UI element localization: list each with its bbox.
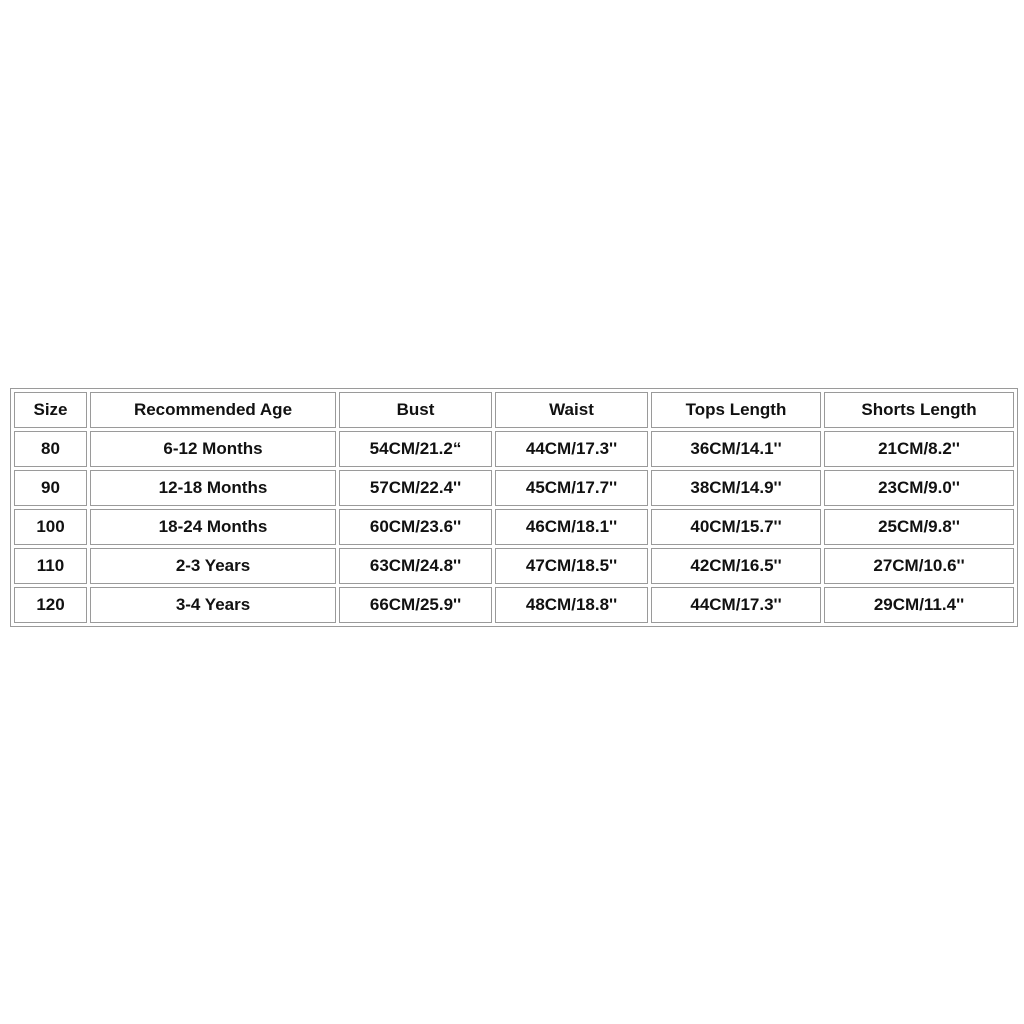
cell: 57CM/22.4'' [339,470,492,506]
cell: 44CM/17.3'' [495,431,648,467]
data-row: 100 18-24 Months 60CM/23.6'' 46CM/18.1'' 40C… [14,509,1014,545]
cell: 100 [14,509,87,545]
data-row: 90 12-18 Months 57CM/22.4'' 45CM/17.7'' 38CM… [14,470,1014,506]
cell: 48CM/18.8'' [495,587,648,623]
cell: 6-12 Months [90,431,336,467]
cell: 23CM/9.0'' [824,470,1014,506]
cell: 12-18 Months [90,470,336,506]
header-cell: Shorts Length [824,392,1014,428]
header-row: Size Recommended Age Bust Waist Tops Length S… [14,392,1014,428]
cell: 42CM/16.5'' [651,548,821,584]
cell: 18-24 Months [90,509,336,545]
cell: 3-4 Years [90,587,336,623]
data-row: 80 6-12 Months 54CM/21.2“ 44CM/17.3'' 36CM/1… [14,431,1014,467]
cell: 36CM/14.1'' [651,431,821,467]
cell: 40CM/15.7'' [651,509,821,545]
cell: 44CM/17.3'' [651,587,821,623]
cell: 80 [14,431,87,467]
cell: 46CM/18.1'' [495,509,648,545]
cell: 29CM/11.4'' [824,587,1014,623]
cell: 66CM/25.9'' [339,587,492,623]
cell: 63CM/24.8'' [339,548,492,584]
cell: 21CM/8.2'' [824,431,1014,467]
cell: 38CM/14.9'' [651,470,821,506]
header-cell: Recommended Age [90,392,336,428]
cell: 25CM/9.8'' [824,509,1014,545]
cell: 120 [14,587,87,623]
size-table: Size Recommended Age Bust Waist Tops Length S… [10,388,1018,627]
cell: 60CM/23.6'' [339,509,492,545]
cell: 47CM/18.5'' [495,548,648,584]
data-row: 110 2-3 Years 63CM/24.8'' 47CM/18.5'' 42CM/1… [14,548,1014,584]
cell: 110 [14,548,87,584]
cell: 45CM/17.7'' [495,470,648,506]
header-cell: Bust [339,392,492,428]
data-row: 120 3-4 Years 66CM/25.9'' 48CM/18.8'' 44CM/1… [14,587,1014,623]
header-cell: Tops Length [651,392,821,428]
cell: 90 [14,470,87,506]
cell: 2-3 Years [90,548,336,584]
cell: 27CM/10.6'' [824,548,1014,584]
cell: 54CM/21.2“ [339,431,492,467]
header-cell: Waist [495,392,648,428]
header-cell: Size [14,392,87,428]
